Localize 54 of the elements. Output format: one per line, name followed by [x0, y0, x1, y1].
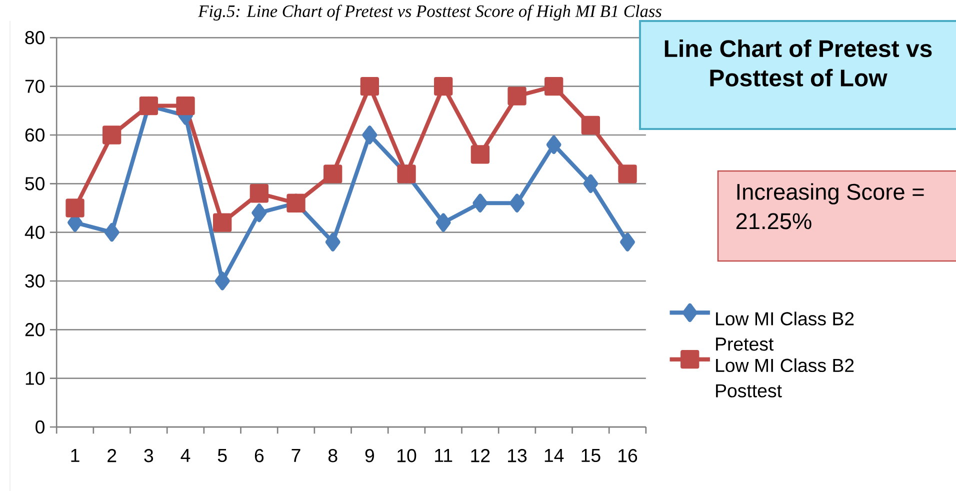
- point: [436, 213, 451, 232]
- x-tick-label: 9: [365, 449, 374, 462]
- legend-label: Low MI Class B2 Pretest: [716, 312, 854, 351]
- point: [544, 76, 564, 96]
- point: [470, 145, 490, 164]
- point: [324, 164, 342, 184]
- y-tick-label: 70: [25, 80, 44, 93]
- x-tick-label: 4: [180, 449, 190, 462]
- x-tick-label: 3: [144, 449, 154, 462]
- x-tick-label: 6: [254, 449, 264, 462]
- point: [66, 198, 84, 218]
- x-tick-label: 13: [508, 449, 527, 462]
- text: Increasing Score = 21.25%: [736, 183, 924, 230]
- point: [510, 194, 525, 212]
- x-tick-label: 16: [618, 449, 638, 462]
- point: [362, 126, 378, 144]
- y-tick-label: 20: [25, 323, 44, 336]
- point: [104, 222, 120, 242]
- point: [250, 184, 269, 203]
- y-tick-label: 0: [36, 420, 44, 434]
- point: [583, 174, 598, 193]
- y-tick-label: 80: [25, 31, 44, 44]
- x-tick-label: 7: [292, 449, 300, 462]
- point: [360, 76, 380, 96]
- point: [508, 86, 526, 106]
- x-tick-label: 1: [71, 449, 80, 462]
- point: [252, 204, 267, 222]
- y-tick-label: 40: [24, 226, 44, 239]
- point: [620, 232, 636, 252]
- point: [213, 213, 232, 232]
- x-tick-label: 2: [108, 449, 116, 462]
- x-tick-label: 12: [471, 449, 490, 462]
- x-tick-label: 15: [582, 449, 600, 462]
- x-tick-label: 14: [544, 449, 564, 462]
- y-tick-label: 60: [25, 128, 44, 142]
- point: [618, 164, 637, 184]
- point: [176, 96, 195, 116]
- text: Line Chart of Pretest vs Posttest of Low: [664, 40, 932, 86]
- point: [546, 135, 562, 154]
- y-tick-label: 50: [25, 177, 44, 190]
- x-tick-label: 11: [435, 449, 452, 462]
- x-tick-label: 10: [398, 449, 416, 462]
- point: [102, 126, 122, 144]
- legend-label: Low MI Class B2 Posttest: [716, 358, 854, 398]
- y-tick-label: 10: [26, 372, 44, 385]
- chart-subtitle: Fig.5: Line Chart of Pretest vs Posttest Score of High MI B1 Class: [198, 4, 662, 21]
- point: [434, 76, 453, 96]
- x-tick-label: 8: [328, 449, 338, 462]
- x-tick-label: 5: [218, 449, 227, 462]
- point: [325, 232, 340, 252]
- point: [472, 194, 488, 212]
- point: [581, 116, 600, 135]
- y-tick-label: 30: [25, 274, 44, 288]
- point: [214, 272, 230, 290]
